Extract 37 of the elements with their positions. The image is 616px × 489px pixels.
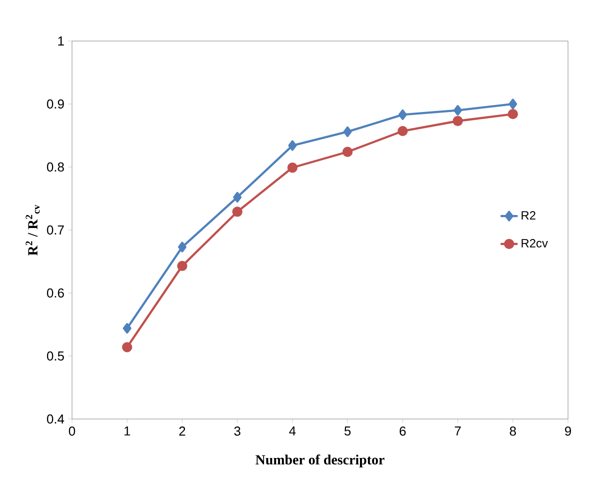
y-tick-label: 0.6 bbox=[46, 288, 64, 298]
x-tick-label: 3 bbox=[234, 426, 240, 436]
point bbox=[454, 105, 462, 116]
point bbox=[508, 98, 518, 110]
x-tick-label: 4 bbox=[289, 426, 296, 436]
point bbox=[343, 126, 352, 137]
legend-label: R2 bbox=[522, 211, 536, 220]
point bbox=[398, 126, 408, 136]
point bbox=[398, 109, 407, 120]
point bbox=[122, 342, 132, 352]
point bbox=[287, 162, 298, 173]
x-tick-label: 9 bbox=[565, 426, 571, 436]
point bbox=[233, 192, 242, 203]
point bbox=[122, 323, 132, 334]
point bbox=[232, 206, 242, 217]
x-tick-label: 7 bbox=[454, 426, 461, 436]
x-tick-label: 1 bbox=[124, 426, 130, 436]
y-tick-label: 0.9 bbox=[46, 99, 64, 109]
y-tick-label: 0.4 bbox=[46, 414, 64, 424]
point bbox=[288, 140, 297, 151]
x-tick-label: 2 bbox=[179, 426, 186, 436]
y-tick-label: 1 bbox=[58, 36, 64, 46]
point bbox=[508, 109, 518, 120]
y-tick-label: 0.7 bbox=[46, 225, 64, 235]
y-tick-label: 0.5 bbox=[46, 351, 64, 361]
x-axis-title: Number of descriptor bbox=[256, 454, 384, 468]
point bbox=[178, 242, 186, 252]
y-tick-label: 0.8 bbox=[46, 162, 64, 172]
point bbox=[177, 260, 188, 271]
legend-label: R2cv bbox=[522, 239, 548, 248]
y-axis-title: R$^{2}$ / R$^{2}$cv bbox=[26, 204, 40, 256]
point bbox=[342, 146, 353, 157]
x-tick-label: 0 bbox=[68, 426, 76, 436]
x-tick-label: 6 bbox=[400, 426, 406, 436]
point bbox=[452, 116, 463, 126]
x-tick-label: 5 bbox=[344, 426, 351, 436]
x-tick-label: 8 bbox=[510, 426, 516, 436]
